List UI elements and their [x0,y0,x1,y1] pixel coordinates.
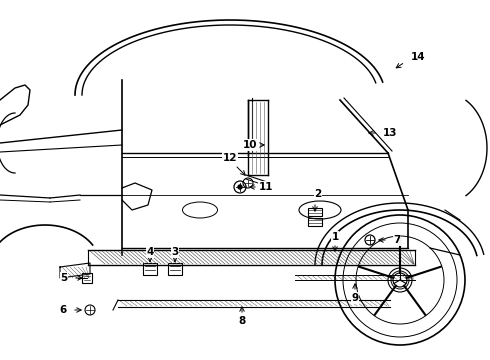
Text: 9: 9 [351,293,359,303]
Text: 1: 1 [331,232,339,242]
Text: 6: 6 [59,305,67,315]
Text: 13: 13 [383,128,397,138]
Text: 7: 7 [393,235,401,245]
Text: 5: 5 [60,273,68,283]
Text: 14: 14 [411,52,425,62]
Text: 8: 8 [238,316,245,326]
Text: 4: 4 [147,247,154,257]
Text: 3: 3 [172,247,179,257]
Text: 11: 11 [259,182,273,192]
Text: 2: 2 [315,189,321,199]
Text: 10: 10 [243,140,257,150]
Circle shape [238,185,242,189]
Text: 12: 12 [223,153,237,163]
